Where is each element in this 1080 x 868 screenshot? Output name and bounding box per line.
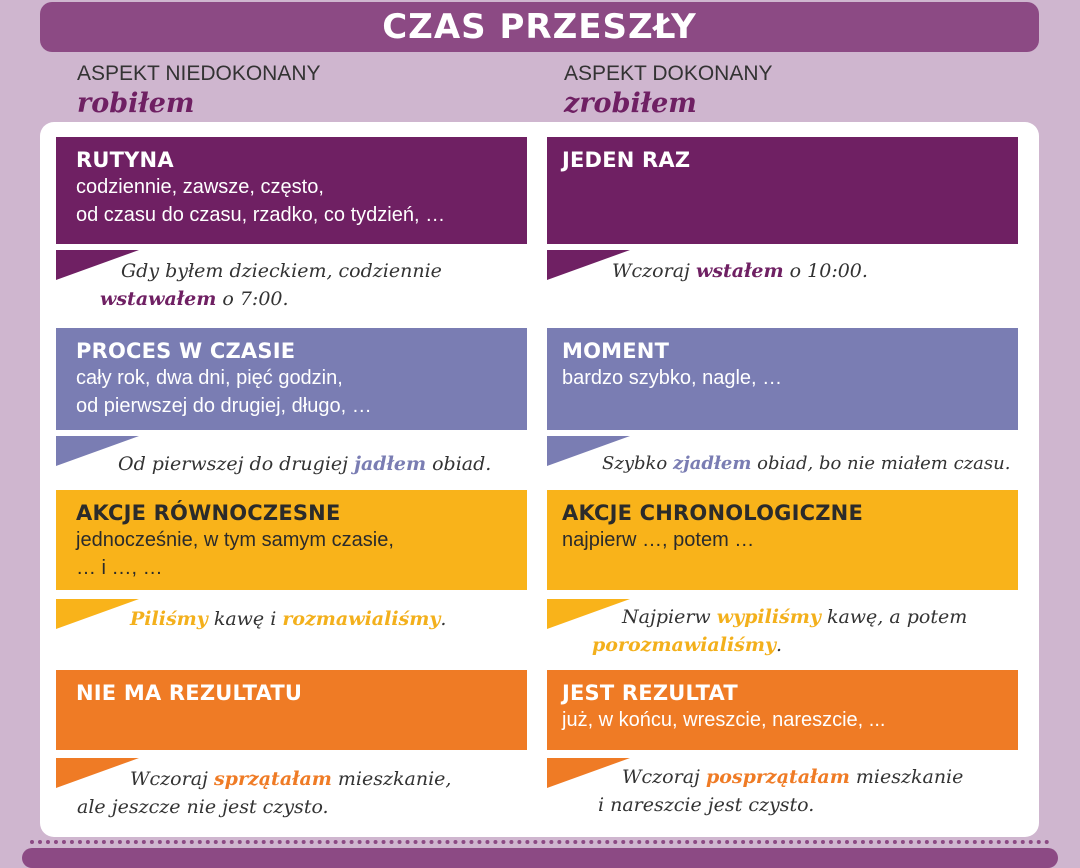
triangle-marker — [547, 758, 630, 788]
aspect-perfective-label: ASPEKT DOKONANY — [564, 62, 773, 85]
example-verb: Piliśmy — [130, 608, 208, 630]
box-line: cały rok, dwa dni, pięć godzin, — [76, 367, 343, 389]
example-verb: jadłem — [354, 453, 427, 475]
title-banner: CZAS PRZESZŁY — [40, 2, 1039, 52]
example-proces: Od pierwszej do drugiej jadłem obiad. — [118, 450, 518, 478]
box-title: JEDEN RAZ — [562, 148, 691, 172]
triangle-marker — [547, 250, 630, 280]
bottom-bar — [22, 848, 1058, 868]
box-line: codziennie, zawsze, często, — [76, 176, 324, 198]
page-title: CZAS PRZESZŁY — [382, 7, 697, 47]
box-proces-w-czasie: PROCES W CZASIE cały rok, dwa dni, pięć … — [56, 328, 527, 430]
box-title: MOMENT — [562, 339, 670, 363]
box-title: JEST REZULTAT — [562, 681, 738, 705]
triangle-marker — [56, 250, 139, 280]
triangle-marker — [56, 436, 139, 466]
example-chronologiczne: Najpierw wypiliśmy kawę, a potem porozma… — [592, 603, 1032, 659]
box-title: PROCES W CZASIE — [76, 339, 296, 363]
example-verb: rozmawialiśmy — [282, 608, 441, 630]
triangle-marker — [56, 758, 139, 788]
box-akcje-chronologiczne: AKCJE CHRONOLOGICZNE najpierw …, potem … — [547, 490, 1018, 590]
aspect-perfective-verb: zrobiłem — [564, 88, 697, 119]
example-nie-ma-rezultatu: Wczoraj sprzątałam mieszkanie, ale jeszc… — [77, 765, 517, 821]
example-verb: zjadłem — [672, 453, 752, 474]
example-verb: wypiliśmy — [716, 606, 821, 628]
example-text: Wczoraj — [612, 260, 696, 282]
box-title: NIE MA REZULTATU — [76, 681, 303, 705]
example-text: . — [440, 608, 447, 630]
box-title: AKCJE CHRONOLOGICZNE — [562, 501, 863, 525]
example-text: Od pierwszej do drugiej — [118, 453, 355, 475]
box-moment: MOMENT bardzo szybko, nagle, … — [547, 328, 1018, 430]
example-text: i nareszcie jest czysto. — [598, 794, 815, 816]
box-line: od czasu do czasu, rzadko, co tydzień, … — [76, 204, 446, 226]
box-line: od pierwszej do drugiej, długo, … — [76, 395, 372, 417]
box-title: RUTYNA — [76, 148, 174, 172]
box-line: bardzo szybko, nagle, … — [562, 367, 783, 389]
box-jest-rezultat: JEST REZULTAT już, w końcu, wreszcie, na… — [547, 670, 1018, 750]
example-text: Gdy byłem dzieckiem, codziennie — [121, 260, 442, 282]
example-text: obiad, bo nie miałem czasu. — [751, 453, 1011, 474]
example-text: o 7:00. — [216, 288, 289, 310]
example-verb: posprzątałam — [705, 766, 850, 788]
example-rownoczesne: Piliśmy kawę i rozmawialiśmy. — [130, 605, 510, 633]
box-line: najpierw …, potem … — [562, 529, 755, 551]
example-text: Szybko — [602, 453, 673, 474]
box-title: AKCJE RÓWNOCZESNE — [76, 501, 341, 525]
box-akcje-rownoczesne: AKCJE RÓWNOCZESNE jednocześnie, w tym sa… — [56, 490, 527, 590]
box-rutyna: RUTYNA codziennie, zawsze, często, od cz… — [56, 137, 527, 244]
example-text: mieszkanie, — [331, 768, 452, 790]
example-verb: sprzątałam — [213, 768, 332, 790]
box-line: już, w końcu, wreszcie, nareszcie, ... — [562, 709, 886, 731]
example-text: Wczoraj — [130, 768, 214, 790]
example-moment: Szybko zjadłem obiad, bo nie miałem czas… — [602, 450, 1032, 478]
aspect-imperfective-label: ASPEKT NIEDOKONANY — [77, 62, 321, 85]
triangle-marker — [547, 599, 630, 629]
example-text: Najpierw — [622, 606, 717, 628]
example-text: Wczoraj — [622, 766, 706, 788]
dotted-divider — [30, 840, 1050, 844]
example-verb: wstawałem — [100, 288, 217, 310]
example-rutyna: Gdy byłem dzieckiem, codziennie wstawałe… — [100, 257, 520, 313]
example-text: mieszkanie — [849, 766, 964, 788]
box-line: … i …, … — [76, 557, 163, 579]
example-jeden-raz: Wczoraj wstałem o 10:00. — [612, 257, 1032, 285]
example-text: obiad. — [426, 453, 492, 475]
example-verb: wstałem — [695, 260, 784, 282]
example-text: o 10:00. — [783, 260, 868, 282]
example-text: . — [776, 634, 783, 656]
aspect-imperfective-verb: robiłem — [77, 88, 195, 119]
example-verb: porozmawialiśmy — [592, 634, 777, 656]
triangle-marker — [56, 599, 139, 629]
box-jeden-raz: JEDEN RAZ — [547, 137, 1018, 244]
example-jest-rezultat: Wczoraj posprzątałam mieszkanie i naresz… — [598, 763, 1038, 819]
box-line: jednocześnie, w tym samym czasie, — [76, 529, 394, 551]
box-nie-ma-rezultatu: NIE MA REZULTATU — [56, 670, 527, 750]
example-text: kawę i — [207, 608, 283, 630]
triangle-marker — [547, 436, 630, 466]
example-text: kawę, a potem — [820, 606, 968, 628]
example-text: ale jeszcze nie jest czysto. — [77, 796, 329, 818]
